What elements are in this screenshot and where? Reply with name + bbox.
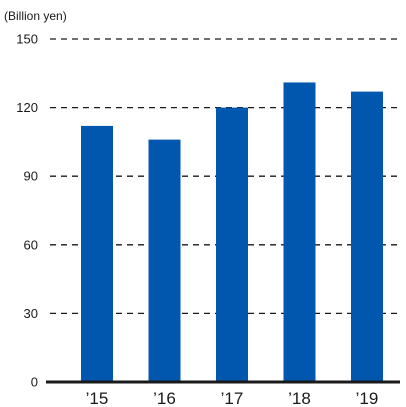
bar-2 [216, 107, 248, 382]
bar-1 [148, 139, 181, 382]
bar-4 [351, 91, 383, 383]
y-tick-label: 30 [24, 306, 38, 321]
y-tick-label: 150 [16, 32, 38, 47]
x-tick-label: ’18 [288, 389, 311, 407]
y-tick-label: 120 [16, 100, 38, 115]
y-tick-label: 0 [31, 375, 38, 390]
x-tick-label: ’16 [153, 389, 176, 407]
bar-3 [283, 82, 316, 383]
x-tick-label: ’17 [221, 389, 244, 407]
y-unit-label: (Billion yen) [4, 9, 67, 23]
y-tick-label: 60 [24, 237, 38, 252]
bar-0 [81, 125, 113, 382]
y-tick-label: 90 [24, 169, 38, 184]
x-tick-labels: ’15 ’16 ’17 ’18 ’19 [86, 389, 379, 407]
x-tick-label: ’19 [356, 389, 379, 407]
x-tick-label: ’15 [86, 389, 109, 407]
y-tick-labels: 0 30 60 90 120 150 [16, 32, 38, 390]
bars [81, 82, 383, 383]
